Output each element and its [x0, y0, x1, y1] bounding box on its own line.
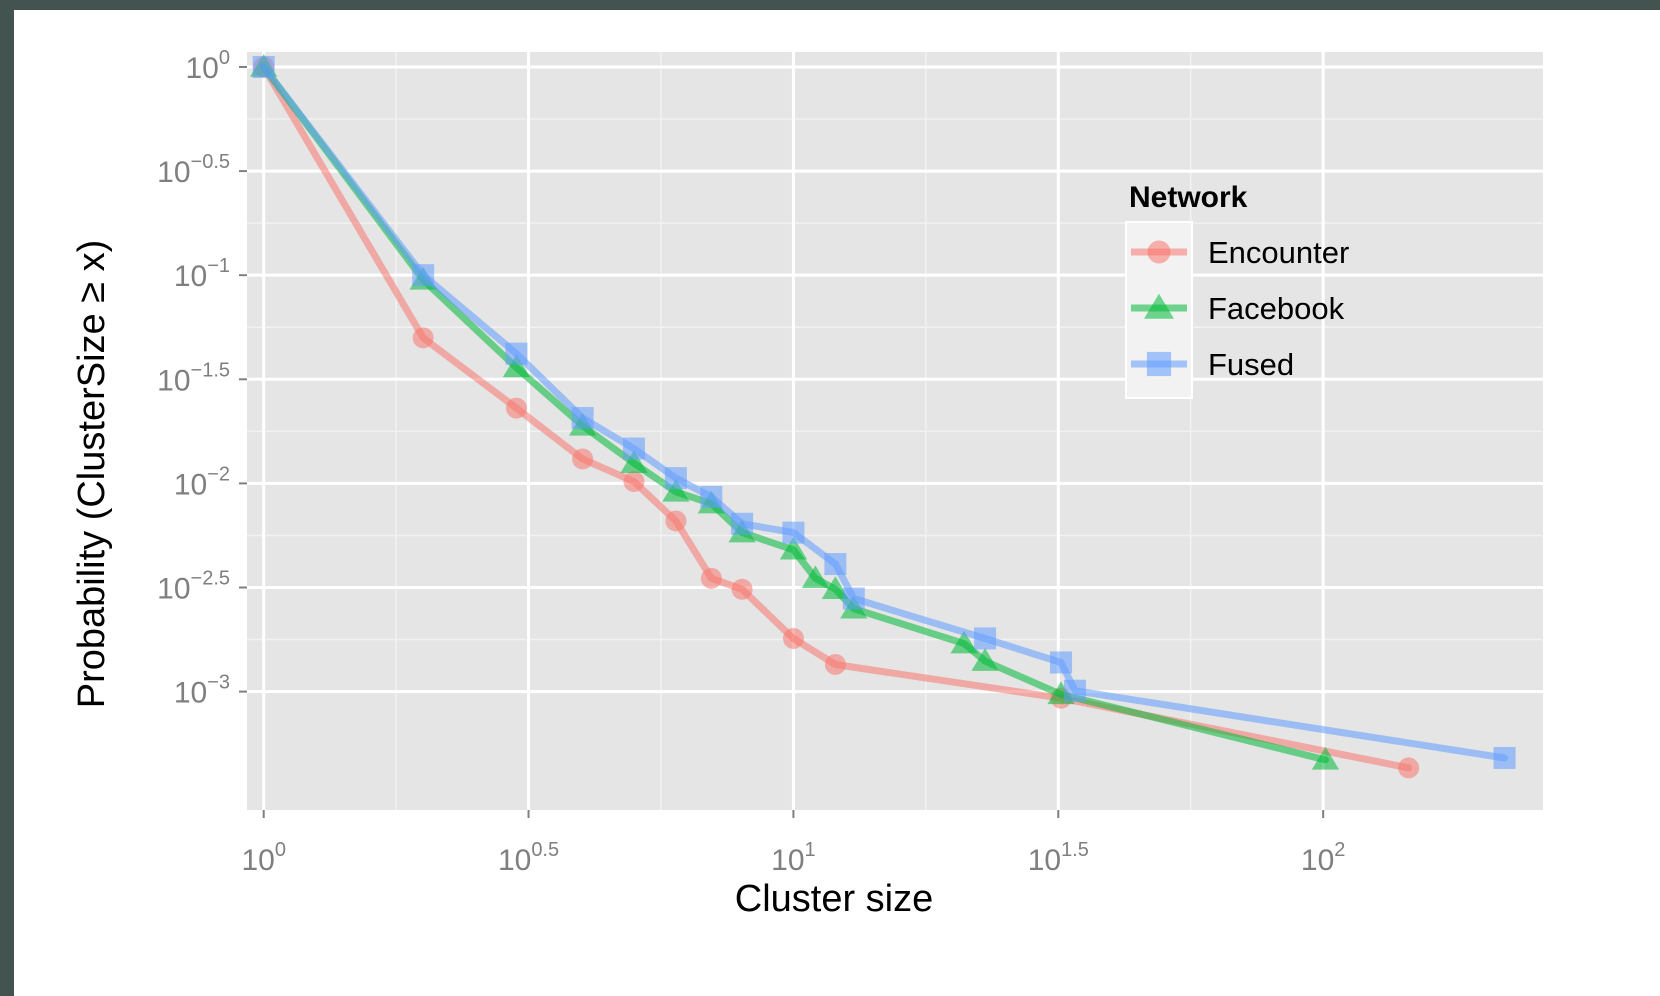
point-encounter [782, 627, 804, 649]
x-tick-labels: 100 100.5 101 101.5 102 [241, 839, 1345, 877]
legend-label-facebook: Facebook [1208, 291, 1345, 326]
point-fused [571, 407, 594, 430]
x-tick-label: 100.5 [498, 839, 559, 877]
point-facebook [971, 648, 999, 671]
x-axis-title: Cluster size [735, 878, 934, 920]
point-fused [824, 553, 847, 576]
y-tick-label: 10−2 [174, 463, 230, 501]
point-facebook [950, 630, 978, 654]
axis-ticks [239, 65, 1325, 818]
y-tick-label: 10−1 [174, 255, 230, 293]
legend-item-encounter: Encounter [1131, 235, 1349, 270]
point-encounter [505, 397, 527, 419]
legend-marker-encounter [1147, 240, 1171, 264]
point-facebook [779, 536, 808, 560]
legend-label-encounter: Encounter [1208, 235, 1349, 270]
point-facebook [821, 576, 850, 600]
y-tick-label: 10−3 [174, 672, 230, 710]
legend-item-facebook: Facebook [1131, 291, 1345, 326]
figure: 100 100.5 101 101.5 102 100 10−0.5 10−1 10−1.5 1… [14, 10, 1660, 996]
series-line-encounter [260, 63, 1413, 772]
point-fused [1050, 651, 1073, 674]
legend-item-fused: Fused [1131, 347, 1294, 382]
y-tick-labels: 100 10−0.5 10−1 10−1.5 10−2 10−2.5 10−3 [157, 47, 230, 710]
series-fused [252, 55, 1516, 769]
point-encounter [731, 578, 753, 600]
point-fused [1063, 679, 1086, 702]
point-fused [622, 437, 645, 460]
legend-marker-facebook [1143, 293, 1175, 319]
point-fused [731, 512, 754, 535]
point-facebook [662, 478, 690, 502]
y-tick-label: 10−2.5 [157, 568, 230, 606]
point-encounter [412, 327, 434, 349]
grid-minor [247, 52, 1543, 810]
legend-marker-fused [1146, 351, 1172, 377]
point-facebook [801, 565, 830, 589]
x-tick-label: 102 [1301, 839, 1346, 877]
legend: Network Encounter Facebook Fused [1125, 181, 1349, 399]
series-layer [250, 53, 1516, 779]
y-tick-label: 100 [186, 47, 231, 85]
point-fused [974, 627, 997, 650]
point-fused [505, 342, 528, 365]
point-facebook [620, 450, 648, 473]
point-encounter [572, 448, 594, 470]
loglog-chart: 100 100.5 101 101.5 102 10010−0.510−110−1.51… [71, 47, 1543, 920]
point-encounter [623, 471, 645, 493]
point-encounter [665, 510, 687, 532]
legend-items: Encounter Facebook Fused [1125, 221, 1349, 399]
point-fused [842, 587, 865, 610]
x-tick-label: 100 [241, 839, 286, 877]
point-fused [700, 486, 723, 509]
x-tick-label: 101.5 [1028, 839, 1089, 877]
y-axis-title: Probability (ClusterSize ≥ x) [71, 240, 113, 709]
legend-label-fused: Fused [1208, 347, 1294, 382]
grid-major [247, 52, 1543, 810]
point-encounter [700, 567, 722, 589]
y-tick-label: 10−0.5 [157, 151, 230, 189]
point-fused [252, 55, 275, 78]
point-encounter [824, 653, 846, 675]
point-facebook [1311, 746, 1340, 770]
x-tick-label: 101 [771, 839, 816, 877]
point-fused [412, 264, 435, 287]
point-encounter [1398, 757, 1420, 779]
point-fused [664, 467, 687, 490]
y-tick-label: 10−1.5 [157, 359, 230, 397]
point-facebook [502, 354, 531, 378]
point-fused [782, 521, 805, 544]
point-fused [1493, 746, 1516, 769]
legend-title: Network [1129, 181, 1248, 214]
